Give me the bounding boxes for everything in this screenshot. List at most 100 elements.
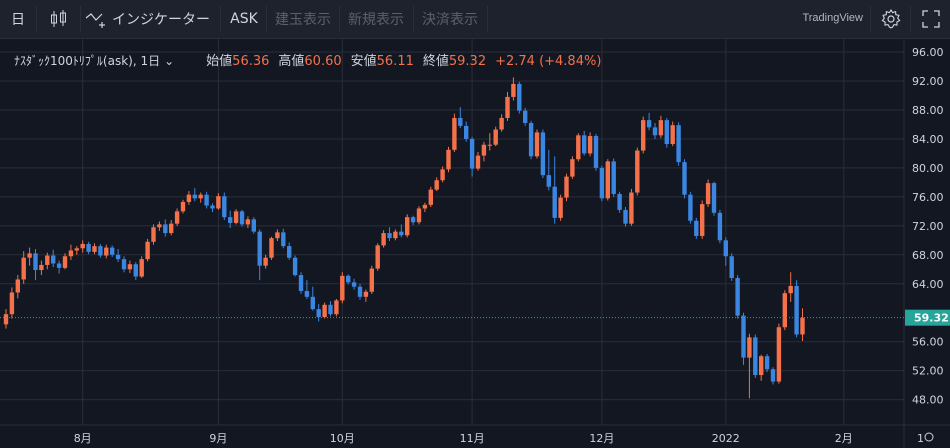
time-tick-label: 10月: [330, 432, 355, 445]
candle-body-up: [233, 211, 239, 223]
candle-body-up: [800, 317, 805, 335]
candle-body-up: [393, 231, 398, 239]
settlement-display-label: 決済表示: [422, 12, 478, 28]
top-toolbar: 日 インジケーター ASK 建玉表示 新規表示 決済表示: [0, 0, 950, 39]
candle-body-up: [39, 264, 44, 271]
toolbar-divider: [266, 6, 267, 32]
candle-body-down: [346, 275, 351, 283]
candle-body-up: [62, 256, 68, 268]
candle-body-down: [133, 264, 138, 277]
candle-body-up: [475, 155, 481, 169]
candle-body-up: [180, 201, 186, 212]
price-type-button[interactable]: ASK: [224, 0, 264, 38]
candle-body-down: [729, 256, 734, 278]
symbol-title[interactable]: ﾅｽﾀﾞｯｸ100ﾄﾘﾌﾟﾙ(ask), 1日: [14, 54, 161, 68]
chart-type-button[interactable]: [40, 0, 78, 38]
open-label: 始値: [206, 54, 233, 69]
candle-body-up: [174, 211, 180, 224]
candle-body-down: [257, 231, 262, 266]
candle-body-up: [334, 300, 339, 315]
new-order-display-label: 新規表示: [348, 12, 404, 28]
position-display-label: 建玉表示: [275, 12, 331, 28]
indicator-icon: [85, 13, 105, 28]
candle-body-down: [298, 275, 304, 292]
candle-body-down: [399, 231, 404, 236]
candle-body-down: [546, 175, 551, 187]
candle-body-up: [782, 293, 787, 328]
time-axis-settings-button[interactable]: [924, 432, 934, 442]
candle-body-down: [646, 120, 652, 128]
candle-body-down: [593, 136, 599, 168]
candle-body-down: [210, 205, 215, 209]
price-axis[interactable]: 96.00 92.00 88.00 84.00 80.00 76.00 72.00 68.00…: [912, 46, 944, 407]
candle-body-up: [104, 247, 109, 256]
candle-body-down: [304, 291, 310, 297]
change-value: +2.74 (+4.84%): [495, 54, 602, 69]
chevron-down-icon[interactable]: ⌄: [164, 54, 175, 68]
price-tick-label: 52.00: [912, 365, 944, 378]
candle-body-down: [676, 125, 681, 163]
candle-body-down: [281, 232, 286, 247]
time-tick-label: 12月: [589, 432, 614, 445]
candle-body-down: [611, 161, 616, 194]
candle-body-down: [316, 309, 321, 318]
indicators-button[interactable]: インジケーター: [84, 0, 216, 38]
candle-body-up: [139, 259, 144, 277]
candle-body-up: [80, 243, 85, 249]
candle-body-up: [216, 196, 221, 209]
open-value: 56.36: [232, 54, 270, 69]
candle-body-down: [357, 286, 363, 297]
price-tick-label: 76.00: [912, 191, 944, 204]
candle-body-down: [51, 255, 56, 264]
candle-body-down: [552, 186, 557, 218]
position-display-button[interactable]: 建玉表示: [270, 0, 336, 38]
candle-body-up: [151, 227, 156, 242]
candle-body-up: [269, 238, 274, 258]
close-label: 終値: [422, 54, 449, 69]
candle-body-down: [251, 219, 256, 232]
price-chart[interactable]: 96.00 92.00 88.00 84.00 80.00 76.00 72.00 68.00…: [0, 39, 950, 448]
candle-body-up: [570, 159, 575, 177]
new-order-display-button[interactable]: 新規表示: [343, 0, 409, 38]
candle-body-down: [351, 282, 357, 287]
candle-body-down: [228, 217, 233, 223]
candle-body-up: [705, 183, 711, 205]
candle-body-up: [21, 257, 26, 280]
candle-body-up: [157, 224, 162, 228]
settings-button[interactable]: [876, 0, 906, 38]
low-value: 56.11: [376, 54, 414, 69]
candle-body-down: [204, 194, 209, 206]
candle-body-up: [245, 219, 251, 225]
time-axis[interactable]: 8月 9月 10月 11月 12月 2022 2月 1: [74, 432, 924, 445]
candle-body-up: [481, 144, 487, 156]
fullscreen-icon: [922, 10, 940, 28]
candle-body-down: [582, 135, 587, 154]
time-tick-label: 11月: [460, 432, 485, 445]
candle-body-up: [564, 176, 569, 198]
candle-body-up: [74, 248, 79, 251]
fullscreen-button[interactable]: [916, 0, 946, 38]
candle-body-up: [788, 285, 793, 294]
price-tick-label: 84.00: [912, 133, 944, 146]
toolbar-divider: [870, 6, 871, 32]
candle-body-up: [558, 197, 563, 218]
time-tick-label: 9月: [209, 432, 227, 445]
candle-body-down: [764, 356, 770, 370]
candle-body-up: [641, 120, 646, 151]
candle-body-down: [410, 217, 416, 223]
candle-body-up: [422, 204, 428, 209]
candle-body-down: [110, 247, 115, 255]
interval-selector[interactable]: 日: [4, 0, 32, 38]
candle-body-up: [186, 194, 192, 202]
candle-body-down: [458, 117, 463, 126]
price-tick-label: 92.00: [912, 75, 944, 88]
candle-body-down: [310, 296, 315, 310]
candle-body-up: [340, 275, 345, 301]
candle-body-up: [446, 149, 451, 170]
candle-body-down: [121, 259, 127, 270]
candle-body-down: [523, 110, 528, 124]
candle-body-up: [145, 241, 150, 260]
candle-body-up: [381, 233, 386, 246]
candle-body-up: [68, 250, 74, 257]
settlement-display-button[interactable]: 決済表示: [417, 0, 483, 38]
